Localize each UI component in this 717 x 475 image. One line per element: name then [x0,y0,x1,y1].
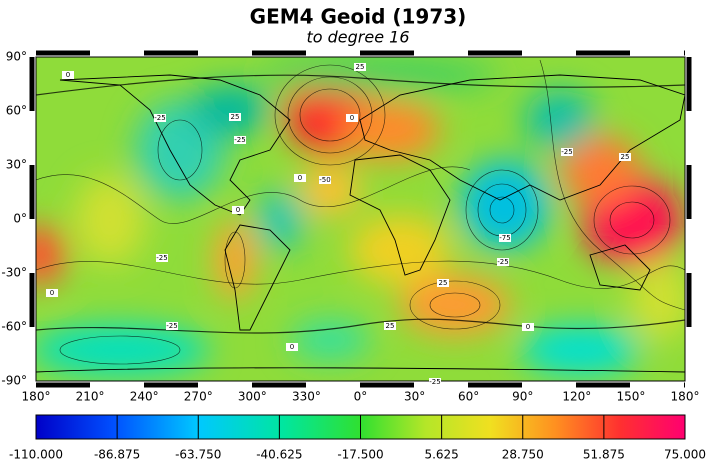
colorbar-tick-label: -63.750 [175,448,221,462]
lon-tick-label: 150° [616,390,645,404]
contour-label: -25 [234,136,245,144]
contour-label-bg [354,63,366,71]
contour-label: 25 [386,322,395,330]
contour-label: -25 [561,148,572,156]
contour-label: 0 [50,289,54,297]
lat-tick-label: 30° [6,158,27,172]
colorbar-tick-label: 28.750 [502,448,544,462]
contour-label-bg [319,176,331,184]
lon-tick-label: 0° [354,390,368,404]
contour-label-bg [294,174,306,182]
lon-tick-label: 300° [238,390,267,404]
contours [36,59,685,365]
lon-tick-label: 270° [184,390,213,404]
contour-label-bg [286,343,298,351]
colorbar-tick-label: 75.000 [664,448,706,462]
contour-label: -25 [154,114,165,122]
contour-label-bg [154,114,166,122]
lat-tick-label: -60° [1,320,27,334]
title: GEM4 Geoid (1973) [250,5,467,29]
lat-tick-label: -90° [1,374,27,388]
contour-label: -25 [497,258,508,266]
colorbar-tick-label: -110.000 [9,448,63,462]
colorbar-tick-label: 51.875 [583,448,625,462]
lat-tick-label: -30° [1,266,27,280]
contour-label: -75 [499,234,510,242]
contour-label-bg [437,279,449,287]
lon-tick-label: 240° [130,390,159,404]
colorbar-tick-label: -40.625 [256,448,302,462]
lon-tick-label: 210° [76,390,105,404]
contour-label-bg [561,148,573,156]
contour-label-bg [166,322,178,330]
contour-label: 0 [350,114,354,122]
lat-tick-label: 90° [6,50,27,64]
colorbar-tick-label: -86.875 [94,448,140,462]
coastlines [36,74,685,373]
lon-tick-label: 330° [292,390,321,404]
subtitle: to degree 16 [306,28,409,47]
contour-label: 0 [526,323,530,331]
lon-tick-label: 90° [512,390,533,404]
lon-tick-label: 120° [562,390,591,404]
contour-label: 25 [231,113,240,121]
contour-label: -50 [319,176,330,184]
lat-tick-label: 0° [13,212,27,226]
lon-tick-label: 180° [22,390,51,404]
contour-label: 0 [290,343,294,351]
contour-label-bg [62,71,74,79]
contour-label-bg [429,378,441,386]
contour-label: -25 [156,254,167,262]
map-frame [35,56,686,382]
lon-tick-label: 180° [671,390,700,404]
contour-label-bg [156,254,168,262]
contour-label-bg [229,113,241,121]
contour-label-bg [46,289,58,297]
colorbar-tick-label: 5.625 [424,448,458,462]
contour-label: 0 [298,174,302,182]
contour-label-bg [234,136,246,144]
geoid-field [36,57,685,381]
contour-label-bg [497,258,509,266]
contour-label-bg [384,322,396,330]
colorbar-tick-label: -17.500 [337,448,383,462]
contour-label: 25 [439,279,448,287]
contour-label-bg [499,234,511,242]
contour-label: 0 [66,71,70,79]
lon-tick-label: 60° [458,390,479,404]
contour-label: 25 [621,153,630,161]
contour-label: -25 [429,378,440,386]
contour-label-bg [522,323,534,331]
contour-label: 25 [356,63,365,71]
contour-label-bg [346,114,358,122]
contour-label-bg [619,153,631,161]
contour-label: -25 [166,322,177,330]
lat-tick-label: 60° [6,104,27,118]
contour-label-bg [232,206,244,214]
contour-label: 0 [236,206,240,214]
lon-tick-label: 30° [404,390,425,404]
